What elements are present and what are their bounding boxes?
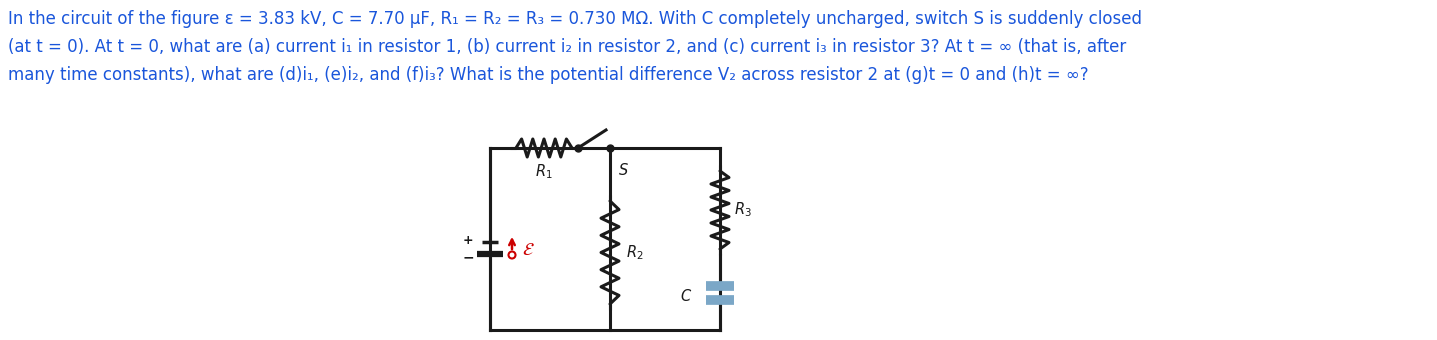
- Text: +: +: [463, 234, 473, 246]
- Text: −: −: [463, 250, 474, 264]
- Text: $C$: $C$: [680, 288, 693, 304]
- Text: $S$: $S$: [618, 162, 629, 178]
- Text: In the circuit of the figure ε = 3.83 kV, C = 7.70 μF, R₁ = R₂ = R₃ = 0.730 MΩ. : In the circuit of the figure ε = 3.83 kV…: [9, 10, 1142, 28]
- Text: (at t = 0). At t = 0, what are (a) current i₁ in resistor 1, (b) current i₂ in r: (at t = 0). At t = 0, what are (a) curre…: [9, 38, 1127, 56]
- Text: $\mathcal{E}$: $\mathcal{E}$: [522, 241, 535, 259]
- Text: $R_3$: $R_3$: [734, 201, 752, 219]
- Text: $R_2$: $R_2$: [627, 243, 644, 262]
- Text: $R_1$: $R_1$: [535, 162, 553, 181]
- Text: many time constants), what are (d)i₁, (e)i₂, and (f)i₃? What is the potential di: many time constants), what are (d)i₁, (e…: [9, 66, 1089, 84]
